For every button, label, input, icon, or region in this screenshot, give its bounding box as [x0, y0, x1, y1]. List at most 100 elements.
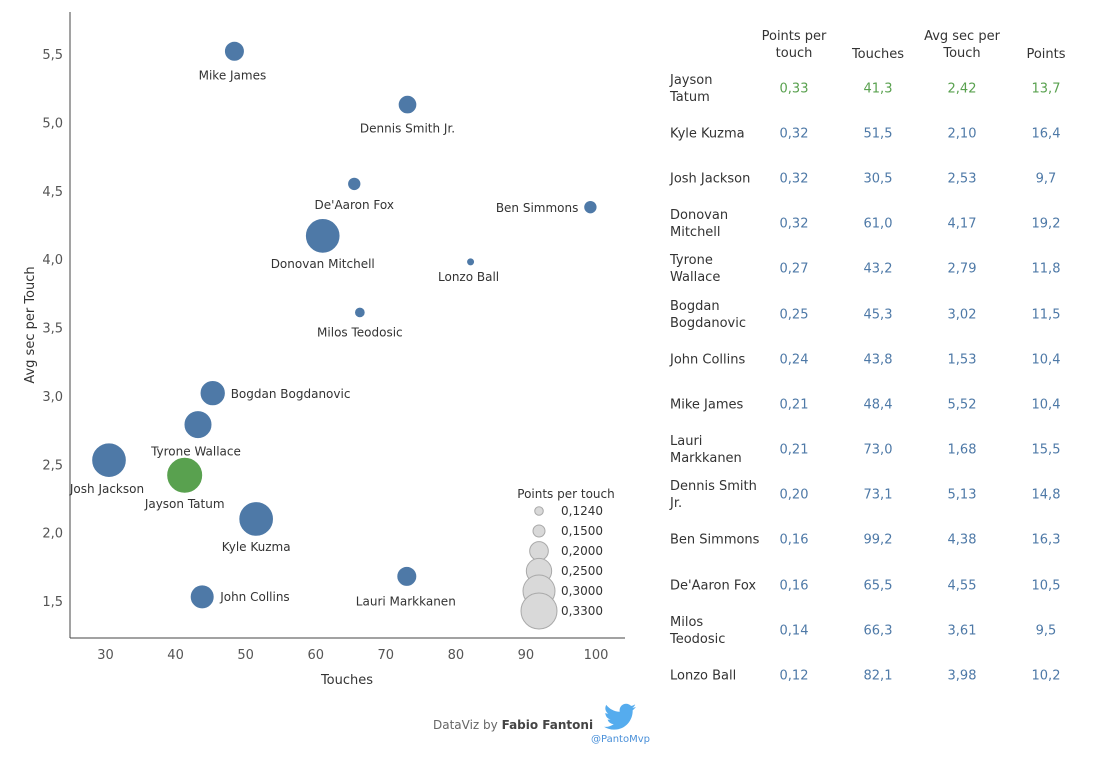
cell-ppt: 0,16: [779, 578, 809, 594]
point-kyle-kuzma[interactable]: [238, 501, 274, 537]
table-row: Ben Simmons 0,16 99,2 4,38 16,3: [662, 518, 1082, 563]
table-row: Lonzo Ball 0,12 82,1 3,98 10,2: [662, 653, 1082, 698]
table-row: Lauri Markkanen 0,21 73,0 1,68 15,5: [662, 428, 1082, 473]
x-tick-label: 60: [307, 648, 324, 663]
point-label-bogdan-bogdanovic: Bogdan Bogdanovic: [231, 387, 351, 401]
legend-size-marker: [532, 524, 546, 538]
point-label-lauri-markkanen: Lauri Markkanen: [356, 594, 456, 608]
cell-touches: 30,5: [863, 171, 893, 187]
point-bogdan-bogdanovic[interactable]: [199, 379, 226, 407]
x-tick-label: 100: [584, 648, 609, 663]
point-lonzo-ball[interactable]: [466, 257, 476, 267]
cell-ppt: 0,14: [779, 623, 809, 639]
cell-ppt: 0,25: [779, 307, 809, 323]
table-row: Jayson Tatum 0,33 41,3 2,42 13,7: [662, 66, 1082, 111]
cell-avgsec: 4,17: [947, 216, 977, 232]
y-tick-label: 5,5: [42, 48, 63, 63]
point-label-tyrone-wallace: Tyrone Wallace: [150, 445, 241, 459]
cell-ppt: 0,32: [779, 171, 809, 187]
point-dennis-smith-jr-[interactable]: [397, 94, 418, 115]
cell-points: 16,3: [1031, 532, 1061, 548]
y-tick-label: 4,5: [42, 185, 63, 200]
legend-label: 0,2500: [561, 564, 603, 578]
player-name: Jayson Tatum: [670, 72, 713, 105]
point-mike-james[interactable]: [223, 40, 245, 62]
cell-avgsec: 2,10: [947, 126, 977, 142]
cell-avgsec: 2,42: [947, 81, 977, 97]
table-row: Donovan Mitchell 0,32 61,0 4,17 19,2: [662, 202, 1082, 247]
cell-touches: 45,3: [863, 307, 893, 323]
cell-ppt: 0,24: [779, 352, 809, 368]
point-josh-jackson[interactable]: [91, 442, 127, 478]
x-tick-label: 40: [167, 648, 184, 663]
player-stats-table: Points per touch Touches Avg sec per Tou…: [662, 28, 1082, 699]
y-tick-label: 3,0: [42, 390, 63, 405]
point-label-de-aaron-fox: De'Aaron Fox: [315, 198, 394, 212]
point-label-lonzo-ball: Lonzo Ball: [438, 270, 499, 284]
cell-avgsec: 3,61: [947, 623, 977, 639]
player-name: Kyle Kuzma: [670, 126, 745, 142]
cell-ppt: 0,20: [779, 487, 809, 503]
point-lauri-markkanen[interactable]: [396, 565, 418, 587]
cell-points: 13,7: [1031, 81, 1061, 97]
cell-avgsec: 1,68: [947, 442, 977, 458]
point-milos-teodosic[interactable]: [354, 306, 366, 319]
cell-touches: 82,1: [863, 668, 893, 684]
legend-size-marker: [534, 506, 544, 516]
cell-avgsec: 3,02: [947, 307, 977, 323]
x-tick-label: 70: [378, 648, 395, 663]
y-tick-label: 5,0: [42, 116, 63, 131]
cell-touches: 65,5: [863, 578, 893, 594]
credit-author: Fabio Fantoni: [501, 718, 594, 732]
x-tick-label: 80: [448, 648, 465, 663]
table-row: Josh Jackson 0,32 30,5 2,53 9,7: [662, 156, 1082, 201]
x-tick-label: 90: [518, 648, 535, 663]
legend-label: 0,3000: [561, 584, 603, 598]
point-tyrone-wallace[interactable]: [183, 410, 213, 440]
cell-touches: 51,5: [863, 126, 893, 142]
table-row: Mike James 0,21 48,4 5,52 10,4: [662, 382, 1082, 427]
point-label-donovan-mitchell: Donovan Mitchell: [271, 257, 375, 271]
chart-axes: 30 40 50 60 70 80 90 100 1,5 2,0 2,5 3,0 3,5 4,0 4,5 5,…: [23, 12, 625, 688]
cell-ppt: 0,12: [779, 668, 809, 684]
chart-points: [91, 40, 598, 610]
cell-touches: 48,4: [863, 397, 893, 413]
header-points: Points: [1026, 47, 1066, 62]
size-legend: Points per touch 0,1240 0,1500 0,2000 0,2500…: [517, 487, 615, 630]
cell-ppt: 0,16: [779, 532, 809, 548]
cell-touches: 99,2: [863, 532, 893, 548]
point-label-jayson-tatum: Jayson Tatum: [144, 497, 225, 511]
player-name: Bogdan Bogdanovic: [670, 298, 746, 331]
cell-points: 19,2: [1031, 216, 1061, 232]
point-jayson-tatum[interactable]: [166, 456, 204, 494]
table-row: Dennis Smith Jr. 0,20 73,1 5,13 14,8: [662, 473, 1082, 518]
cell-points: 10,4: [1031, 352, 1061, 368]
cell-ppt: 0,32: [779, 216, 809, 232]
point-label-john-collins: John Collins: [219, 590, 290, 604]
cell-points: 9,7: [1035, 171, 1057, 187]
legend-label: 0,1500: [561, 524, 603, 538]
header-points-per-touch: Points per touch: [761, 29, 827, 61]
player-name: Dennis Smith Jr.: [670, 479, 757, 512]
cell-points: 15,5: [1031, 442, 1061, 458]
point-john-collins[interactable]: [189, 584, 215, 610]
cell-points: 11,5: [1031, 307, 1061, 323]
x-axis-title: Touches: [320, 673, 373, 688]
point-donovan-mitchell[interactable]: [304, 218, 341, 254]
point-de-aaron-fox[interactable]: [347, 176, 362, 192]
point-ben-simmons[interactable]: [583, 199, 598, 215]
credit-prefix: DataViz by: [433, 718, 502, 732]
cell-avgsec: 3,98: [947, 668, 977, 684]
table-body: Jayson Tatum 0,33 41,3 2,42 13,7 Kyle Kuzma 0,3…: [662, 66, 1082, 699]
cell-ppt: 0,33: [779, 81, 809, 97]
point-label-dennis-smith-jr-: Dennis Smith Jr.: [360, 122, 455, 136]
table-row: Milos Teodosic 0,14 66,3 3,61 9,5: [662, 608, 1082, 653]
y-tick-label: 2,5: [42, 458, 63, 473]
twitter-bird-icon[interactable]: [604, 703, 636, 731]
cell-ppt: 0,32: [779, 126, 809, 142]
chart-point-labels: Jayson Tatum Kyle Kuzma Josh Jackson Donova…: [69, 68, 578, 608]
cell-touches: 43,2: [863, 261, 893, 277]
twitter-handle[interactable]: @PantoMvp: [591, 734, 650, 745]
cell-avgsec: 2,53: [947, 171, 977, 187]
cell-avgsec: 4,55: [947, 578, 977, 594]
